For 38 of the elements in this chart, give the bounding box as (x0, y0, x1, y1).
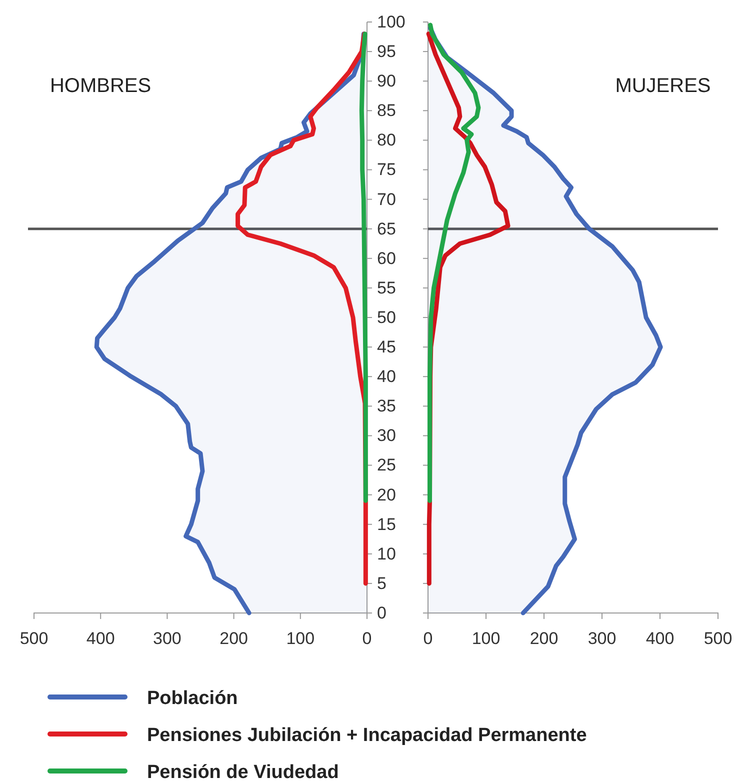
text: HOMBRES (50, 75, 152, 97)
y-tick-label: 20 (377, 485, 396, 504)
y-tick-label: 80 (377, 130, 396, 150)
x-tick-label: 100 (286, 629, 315, 648)
y-tick-label: 60 (377, 248, 396, 268)
legend-label: Población (147, 688, 238, 709)
y-tick-label: 15 (377, 514, 396, 534)
x-tick-label: 500 (704, 629, 732, 648)
y-tick-label: 10 (377, 544, 396, 564)
x-tick-label: 300 (588, 629, 616, 648)
x-tick-label: 100 (472, 629, 500, 648)
y-tick-label: 5 (377, 574, 386, 593)
y-tick-label: 35 (377, 396, 396, 416)
x-tick-label: 400 (86, 629, 115, 648)
x-tick-label: 400 (646, 629, 674, 648)
legend-label: Pensiones Jubilación + Incapacidad Permanente (147, 725, 587, 746)
x-tick-label: 300 (153, 629, 182, 648)
y-tick-label: 55 (377, 278, 396, 298)
y-tick-label: 95 (377, 42, 396, 61)
x-tick-label: 0 (423, 629, 433, 648)
y-tick-label: 85 (377, 101, 396, 120)
text: MUJERES (615, 75, 711, 97)
x-tick-label: 200 (530, 629, 558, 648)
y-tick-label: 25 (377, 456, 396, 475)
y-tick-label: 50 (377, 308, 396, 327)
y-tick-label: 75 (377, 160, 396, 180)
x-tick-label: 200 (220, 629, 248, 648)
y-tick-label: 30 (377, 426, 396, 446)
y-tick-label: 65 (377, 219, 396, 238)
y-tick-label: 45 (377, 337, 396, 356)
y-tick-label: 0 (377, 603, 386, 622)
y-tick-label: 100 (377, 12, 406, 32)
x-tick-label: 500 (20, 629, 48, 648)
legend-label: Pensión de Viudedad (147, 762, 339, 783)
y-tick-label: 40 (377, 367, 396, 386)
y-tick-label: 90 (377, 72, 396, 91)
x-tick-label: 0 (362, 629, 372, 648)
y-tick-label: 70 (377, 190, 396, 209)
